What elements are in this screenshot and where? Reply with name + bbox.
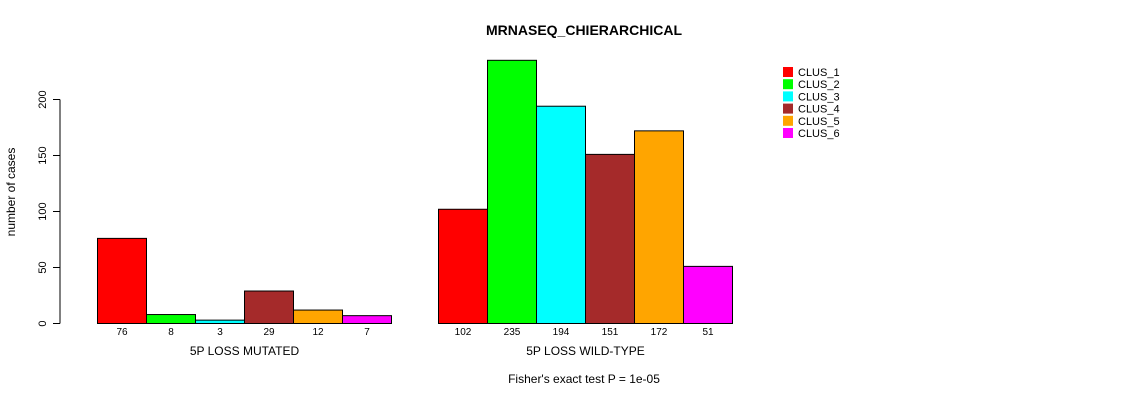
legend-label: CLUS_2	[798, 79, 840, 91]
bar-clus-2	[146, 314, 196, 325]
bar-clus-4	[585, 153, 635, 324]
bar-value-label: 3	[217, 327, 223, 338]
legend-swatch	[783, 115, 793, 126]
bar-clus-3	[195, 319, 245, 325]
bar-clus-1	[97, 237, 147, 325]
y-axis: 0 50 100 150 200	[37, 90, 61, 327]
legend-label: CLUS_1	[798, 67, 840, 79]
legend-swatch	[783, 103, 793, 114]
legend-swatch	[783, 91, 793, 102]
bar-clus-6	[342, 315, 392, 325]
legend-label: CLUS_4	[798, 104, 840, 116]
legend-swatch	[783, 67, 793, 77]
bar-value-label: 76	[116, 327, 128, 338]
legend-swatch	[783, 79, 793, 90]
bar-value-label: 194	[553, 327, 570, 338]
bar-clus-5	[293, 309, 343, 324]
bar-value-label: 7	[364, 327, 370, 338]
legend-label: CLUS_5	[798, 116, 840, 128]
bar-value-label: 102	[455, 327, 472, 338]
bar-clus-3	[536, 105, 586, 324]
bar-value-label: 51	[702, 327, 714, 338]
bar-clus-6	[683, 265, 733, 325]
bar-value-label: 235	[504, 327, 521, 338]
legend-label: CLUS_6	[798, 128, 840, 140]
fisher-test-text: Fisher's exact test P = 1e-05	[508, 372, 660, 386]
bar-clus-4	[244, 290, 294, 324]
legend-swatch	[783, 128, 793, 138]
y-axis-label: number of cases	[4, 148, 18, 237]
bar-clus-5	[634, 130, 684, 324]
y-tick-label: 100	[37, 202, 49, 220]
bar-clus-2	[487, 59, 537, 325]
y-tick-label: 150	[37, 146, 49, 164]
y-tick-label: 200	[37, 90, 49, 108]
bar-value-label: 29	[263, 327, 275, 338]
bar-value-label: 151	[602, 327, 619, 338]
group-label: 5P LOSS WILD-TYPE	[526, 344, 644, 358]
legend-label: CLUS_3	[798, 91, 840, 103]
bar-value-label: 172	[651, 327, 668, 338]
y-tick-label: 50	[37, 261, 49, 273]
bars: 76 8 3 29 12 7 5P LOSS MUTATED 102 235 194 151 172 5…	[97, 59, 733, 358]
bar-value-label: 8	[168, 327, 174, 338]
group-label: 5P LOSS MUTATED	[190, 344, 300, 358]
bar-clus-1	[438, 208, 488, 324]
y-tick-label: 0	[37, 320, 49, 326]
chart-title: MRNASEQ_CHIERARCHICAL	[486, 22, 682, 38]
bar-value-label: 12	[312, 327, 324, 338]
